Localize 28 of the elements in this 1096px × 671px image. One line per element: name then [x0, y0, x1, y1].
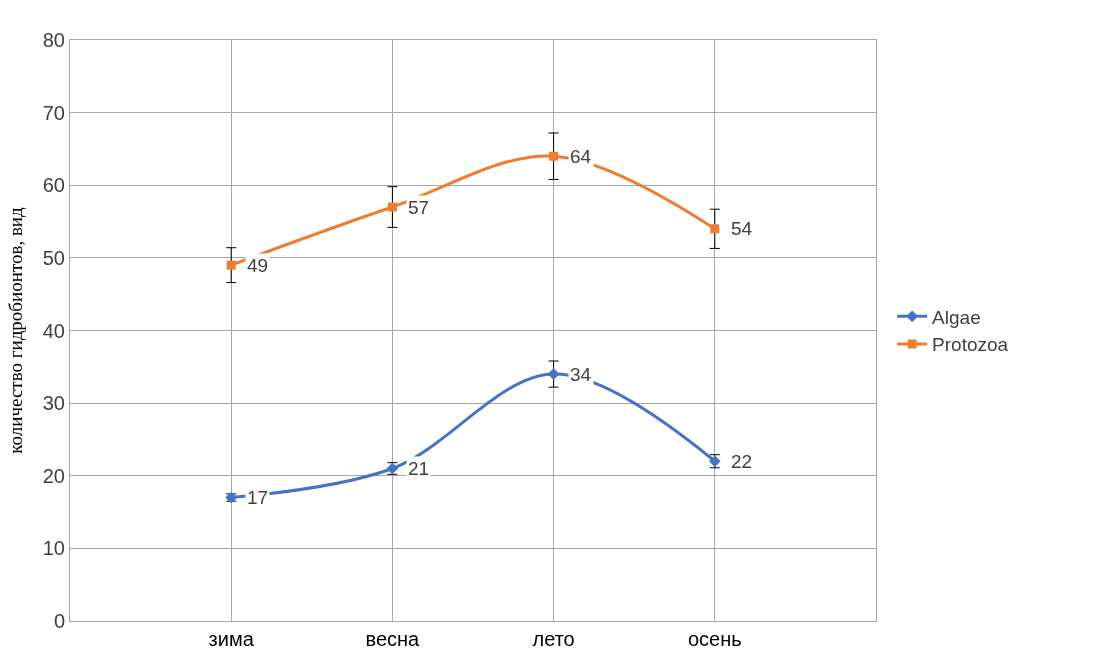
x-tick-label: осень — [687, 628, 742, 650]
legend-label: Algae — [932, 306, 981, 328]
data-label: 64 — [570, 146, 592, 167]
point — [226, 260, 236, 270]
y-tick-label: 30 — [42, 392, 65, 415]
data-label: 34 — [570, 364, 592, 385]
y-tick-label: 10 — [42, 537, 65, 560]
y-tick-label: 40 — [42, 319, 65, 342]
y-tick-label: 0 — [53, 610, 65, 632]
y-tick-label: 20 — [42, 464, 65, 487]
data-label: 17 — [247, 487, 269, 508]
y-axis-title: количество гидробионтов, вид — [4, 206, 26, 454]
x-tick-label: лето — [532, 628, 575, 650]
point — [549, 151, 559, 161]
legend-label: Protozoa — [932, 334, 1009, 356]
x-tick-label: зима — [208, 628, 255, 650]
data-label: 54 — [731, 218, 753, 239]
y-tick-label: 70 — [42, 101, 65, 124]
y-tick-label: 80 — [42, 29, 65, 51]
data-label: 21 — [408, 458, 430, 479]
y-tick-label: 60 — [42, 174, 65, 197]
point — [710, 224, 720, 234]
point — [387, 202, 397, 212]
x-tick-label: весна — [365, 628, 421, 650]
y-tick-label: 50 — [42, 246, 65, 269]
data-label: 57 — [408, 197, 430, 218]
data-label: 22 — [731, 451, 753, 472]
data-label: 49 — [247, 255, 269, 276]
